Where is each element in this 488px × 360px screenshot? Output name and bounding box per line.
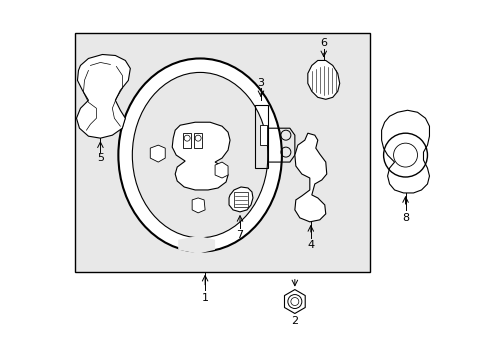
Polygon shape	[381, 110, 428, 193]
Text: 2: 2	[291, 316, 298, 327]
Polygon shape	[194, 133, 202, 148]
Text: 4: 4	[306, 240, 314, 250]
Bar	[75, 32, 369, 272]
Polygon shape	[192, 198, 204, 213]
Polygon shape	[307, 60, 339, 99]
Polygon shape	[150, 145, 165, 162]
Polygon shape	[284, 289, 305, 314]
Text: 3: 3	[257, 78, 264, 88]
Polygon shape	[260, 125, 266, 145]
Text: 7: 7	[236, 230, 243, 240]
Text: 8: 8	[401, 213, 408, 223]
Polygon shape	[294, 133, 326, 222]
Ellipse shape	[132, 72, 267, 238]
Polygon shape	[172, 122, 229, 190]
Polygon shape	[215, 162, 227, 178]
Text: 1: 1	[201, 293, 208, 302]
Polygon shape	[178, 236, 215, 254]
Polygon shape	[228, 187, 252, 212]
Text: 5: 5	[97, 153, 103, 163]
Text: 6: 6	[320, 37, 326, 48]
Polygon shape	[76, 54, 130, 138]
Ellipse shape	[118, 58, 281, 252]
Polygon shape	[183, 133, 191, 148]
Polygon shape	[135, 142, 152, 165]
